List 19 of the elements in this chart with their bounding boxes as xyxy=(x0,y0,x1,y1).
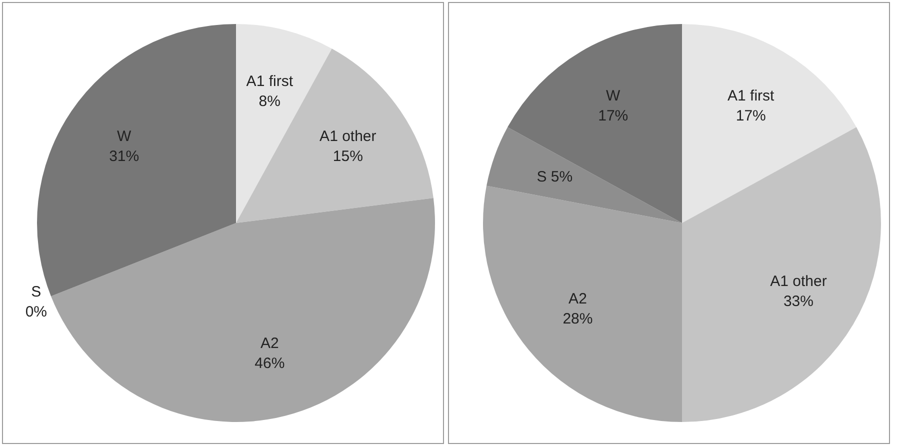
data-label: 46% xyxy=(254,355,285,372)
data-label: 28% xyxy=(562,310,593,328)
slice-label: A1 first xyxy=(246,73,294,90)
slice-label: A2 xyxy=(260,335,279,352)
slice-label: W xyxy=(116,128,132,146)
slice-label: W xyxy=(606,88,622,105)
slice-label: A1 other xyxy=(320,128,376,146)
slice-label: S 5% xyxy=(536,168,573,186)
slice-label: A1 other xyxy=(770,273,827,290)
slice-label: A1 first xyxy=(728,88,776,105)
data-label: 17% xyxy=(598,108,628,125)
category-label: S xyxy=(31,283,42,300)
data-label: 15% xyxy=(332,148,363,166)
slice-label: A2 xyxy=(568,290,587,308)
data-label: 17% xyxy=(736,108,766,125)
data-label: 31% xyxy=(109,148,140,166)
text: 0% xyxy=(25,303,48,320)
data-label: 33% xyxy=(783,293,814,310)
data-label: 8% xyxy=(258,93,280,110)
